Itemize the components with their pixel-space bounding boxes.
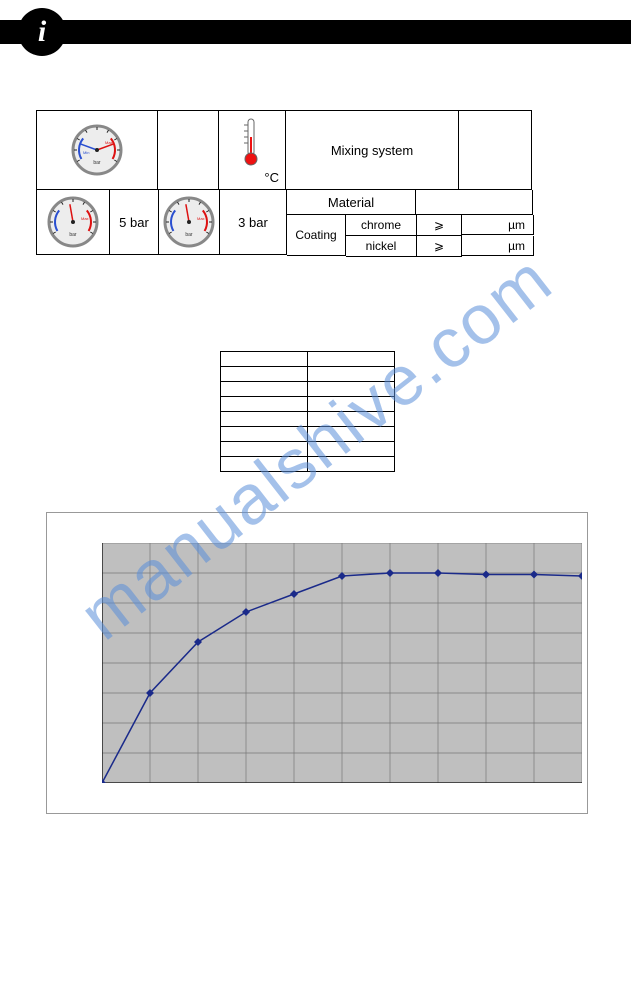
mid-cell [221, 457, 308, 472]
mid-cell [308, 382, 395, 397]
temp-unit: °C [264, 170, 279, 185]
mid-cell [308, 457, 395, 472]
pressure1-label: 5 bar [110, 190, 159, 255]
mixing-label: Mixing system [331, 143, 413, 158]
mid-cell [221, 427, 308, 442]
coating-unit2: µm [462, 236, 534, 256]
mid-cell [308, 427, 395, 442]
coating-chrome: chrome [346, 215, 417, 236]
mid-cell [221, 442, 308, 457]
coating-sym2: ⩾ [417, 236, 462, 257]
mixing-value-cell [459, 110, 532, 190]
gauge-icon: bar Min Max [69, 122, 125, 178]
spec-table: bar Min Max °C Mixing system bar Max 5 bar [36, 110, 534, 257]
svg-text:Max: Max [197, 216, 205, 221]
svg-text:Max: Max [105, 140, 113, 145]
mid-cell [308, 412, 395, 427]
svg-text:Max: Max [81, 216, 89, 221]
mixing-system-cell: Mixing system [286, 110, 459, 190]
coating-sym1: ⩾ [417, 215, 462, 236]
info-letter: i [38, 15, 46, 49]
mid-cell [221, 367, 308, 382]
coating-label-cell: Coating [287, 215, 346, 256]
gauge-icon: bar Max [45, 194, 101, 250]
material-label: Material [328, 195, 374, 210]
pressure1-text: 5 bar [119, 215, 149, 230]
svg-text:bar: bar [69, 232, 77, 238]
mid-cell [308, 367, 395, 382]
gauge-pressure1: bar Max [36, 190, 110, 255]
thermometer-cell: °C [219, 110, 286, 190]
thermometer-icon [241, 117, 261, 167]
gauge-icon: bar Max [161, 194, 217, 250]
empty-cell [158, 110, 219, 190]
header-bar [0, 20, 631, 44]
pressure2-label: 3 bar [220, 190, 287, 255]
material-label-cell: Material [287, 190, 416, 215]
mid-cell [221, 382, 308, 397]
mid-table [220, 351, 395, 472]
mid-cell [308, 352, 395, 367]
svg-text:bar: bar [93, 160, 101, 166]
svg-text:bar: bar [185, 232, 193, 238]
chart-box [46, 512, 588, 814]
svg-text:Min: Min [83, 150, 89, 155]
line-chart [102, 543, 582, 783]
pressure2-text: 3 bar [238, 215, 268, 230]
mid-cell [308, 397, 395, 412]
mid-cell [221, 352, 308, 367]
mid-cell [221, 412, 308, 427]
material-value-cell [416, 190, 533, 215]
gauge-cold: bar Min Max [36, 110, 158, 190]
gauge-pressure2: bar Max [159, 190, 220, 255]
coating-label: Coating [295, 228, 336, 242]
coating-nickel: nickel [346, 236, 417, 257]
mid-cell [308, 442, 395, 457]
info-icon: i [18, 8, 66, 56]
coating-unit1: µm [462, 215, 534, 235]
mid-cell [221, 397, 308, 412]
